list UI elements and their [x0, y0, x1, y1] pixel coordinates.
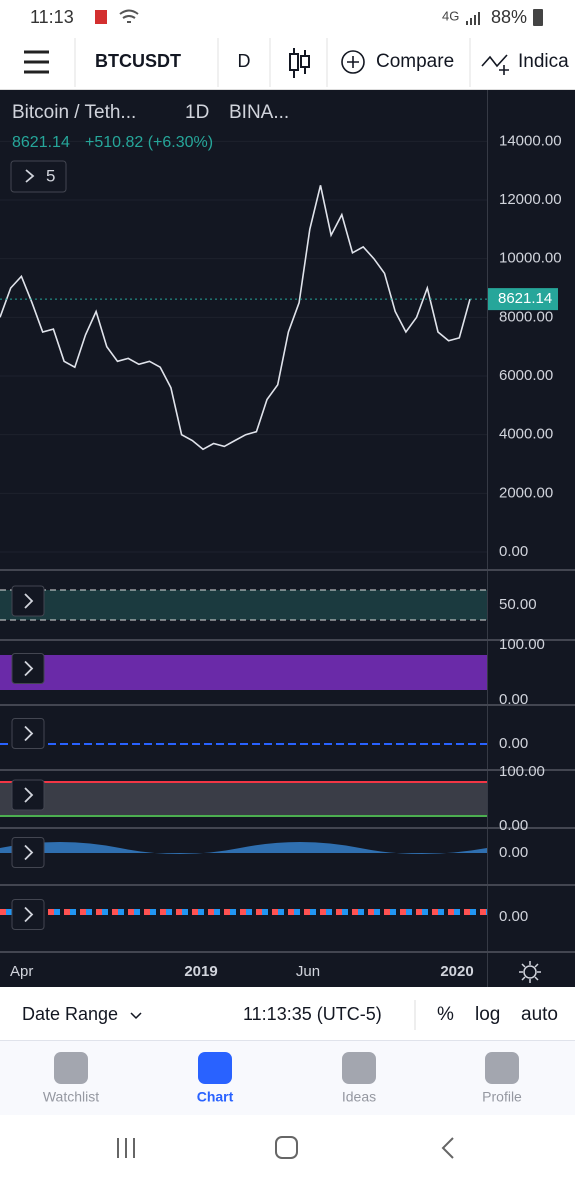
signal-icon [466, 12, 480, 25]
nav-bar [0, 1115, 575, 1182]
indicators-button[interactable]: Indica [481, 51, 569, 75]
toolbar-separators [74, 38, 471, 87]
tab-label: Profile [482, 1089, 522, 1105]
x-tick-label: 2019 [184, 963, 217, 980]
compare-button[interactable]: Compare [341, 50, 454, 74]
pane-toggle-icon [24, 906, 34, 923]
indicators-label: Indica [518, 51, 569, 72]
wifi-icon [119, 9, 139, 23]
pane-axis-label: 0.00 [499, 817, 528, 834]
collapse-button[interactable]: 5 [10, 160, 67, 193]
tab[interactable]: Watchlist [43, 1052, 99, 1105]
tab-label: Ideas [342, 1089, 376, 1105]
battery-icon [533, 9, 543, 26]
chart-area [0, 90, 575, 987]
pane-axis-label: 100.00 [499, 636, 545, 653]
status-network: 4G [442, 8, 459, 23]
pane-toggle-box [11, 718, 45, 749]
pane-toggle-box [11, 653, 45, 684]
menu-button[interactable] [24, 50, 49, 74]
pane-toggle-icon [24, 787, 34, 803]
grid: 14000.00 12000.00 10000.00 8000.00 6000.00 40… [0, 132, 562, 560]
y-tick-label: 0.00 [499, 543, 528, 560]
auto-button[interactable]: auto [521, 1004, 558, 1025]
tab[interactable]: Profile [482, 1052, 522, 1105]
compare-label: Compare [376, 51, 454, 72]
chart-exchange: BINA... [229, 102, 289, 123]
price-plot [0, 185, 487, 451]
tab[interactable]: Chart [197, 1052, 234, 1105]
pane-axis-label: 100.00 [499, 763, 545, 780]
home-button[interactable] [275, 1136, 298, 1159]
pane-axis-label: 0.00 [499, 908, 528, 925]
pane-toggle-icon [24, 660, 34, 677]
status-icon [95, 10, 107, 24]
back-button[interactable] [441, 1137, 454, 1159]
chart-interval: 1D [185, 102, 209, 123]
pane-toggle-box [11, 585, 45, 617]
log-button[interactable]: log [475, 1004, 500, 1025]
symbol-button[interactable]: BTCUSDT [95, 51, 181, 71]
y-tick-label: 14000.00 [499, 132, 562, 149]
pane-toggle[interactable] [11, 585, 45, 617]
last-price: 8621.14 [12, 134, 70, 151]
y-tick-label: 10000.00 [499, 250, 562, 267]
y-tick-label: 2000.00 [499, 484, 553, 501]
toolbar [0, 35, 575, 90]
pane-toggle[interactable] [11, 899, 45, 930]
date-range-button[interactable]: Date Range [22, 1004, 118, 1024]
y-tick-label: 8000.00 [499, 308, 553, 325]
pane-toggle[interactable] [11, 653, 45, 684]
pane-axis-label: 50.00 [499, 596, 537, 613]
y-tick-label: 4000.00 [499, 426, 553, 443]
pane-toggle-box [11, 899, 45, 930]
recent-apps-button[interactable] [117, 1138, 135, 1158]
chart-title: Bitcoin / Teth... [12, 102, 136, 123]
price-marker [488, 288, 558, 311]
y-tick-label: 6000.00 [499, 367, 553, 384]
bottom-bar [0, 987, 575, 1040]
pane-toggle-box [11, 779, 45, 811]
status-battery: 88% [491, 7, 527, 27]
time-axis: Apr 2019 Jun 2020 [10, 963, 474, 980]
tab-label: Chart [197, 1089, 234, 1105]
x-tick-label: 2020 [440, 963, 473, 980]
collapse-count: 5 [46, 166, 55, 185]
pane-toggle-icon [24, 725, 34, 742]
interval-button[interactable]: D [238, 51, 251, 71]
percent-button[interactable]: % [437, 1004, 454, 1025]
tab-label: Watchlist [43, 1089, 99, 1105]
pane-toggle-box [11, 837, 45, 868]
tab[interactable]: Ideas [342, 1052, 376, 1105]
tab-icon [198, 1052, 232, 1084]
pane-toggle[interactable] [11, 779, 45, 811]
tabs: Watchlist Chart Ideas Profile [43, 1052, 522, 1105]
pane-axis-label: 0.00 [499, 691, 528, 708]
y-tick-label: 12000.00 [499, 191, 562, 208]
price-change: +510.82 (+6.30%) [85, 134, 213, 151]
dropdown-icon [130, 1012, 142, 1020]
pane-axis-label: 0.00 [499, 844, 528, 861]
tab-icon [485, 1052, 519, 1084]
tab-bar [0, 1040, 575, 1115]
status-bar [0, 0, 575, 35]
indicator-decor [0, 589, 487, 915]
settings-button[interactable] [519, 961, 541, 983]
pane-toggle-icon [24, 844, 34, 861]
clock: 11:13:35 (UTC-5) [243, 1004, 382, 1024]
indicator-panes: 50.00 100.00 0.00 0.00 100.00 0.00 0.00 0.00 [0, 569, 575, 953]
status-time: 11:13 [30, 7, 74, 27]
pane-toggle[interactable] [11, 718, 45, 749]
x-tick-label: Apr [10, 963, 33, 980]
tab-icon [342, 1052, 376, 1084]
pane-axis-label: 0.00 [499, 735, 528, 752]
tab-icon [54, 1052, 88, 1084]
pane-toggle-icon [24, 593, 34, 609]
x-tick-label: Jun [296, 963, 320, 980]
chart-style-button[interactable] [289, 48, 310, 78]
pane-toggle[interactable] [11, 837, 45, 868]
price-marker-label: 8621.14 [498, 290, 552, 307]
